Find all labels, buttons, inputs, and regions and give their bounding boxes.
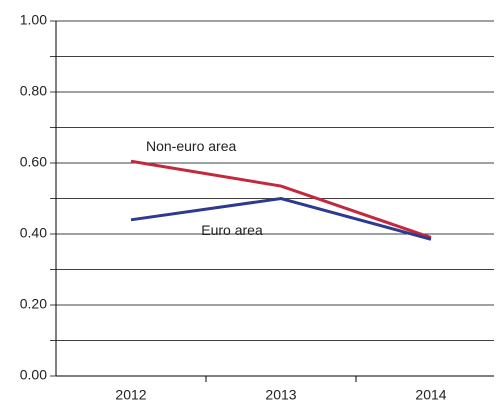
series-label: Euro area [201, 222, 263, 238]
y-tick-label: 0.00 [20, 367, 47, 383]
x-tick-label: 2014 [415, 387, 446, 403]
series-line [130, 196, 432, 241]
y-tick-label: 0.40 [20, 225, 47, 241]
series-line [130, 159, 432, 239]
x-tick-label: 2012 [115, 387, 146, 403]
y-tick-label: 0.80 [20, 83, 47, 99]
y-tick-label: 1.00 [20, 12, 47, 28]
y-tick-label: 0.60 [20, 154, 47, 170]
x-tick-label: 2013 [265, 387, 296, 403]
y-tick-label: 0.20 [20, 296, 47, 312]
series-label: Non-euro area [146, 138, 236, 154]
